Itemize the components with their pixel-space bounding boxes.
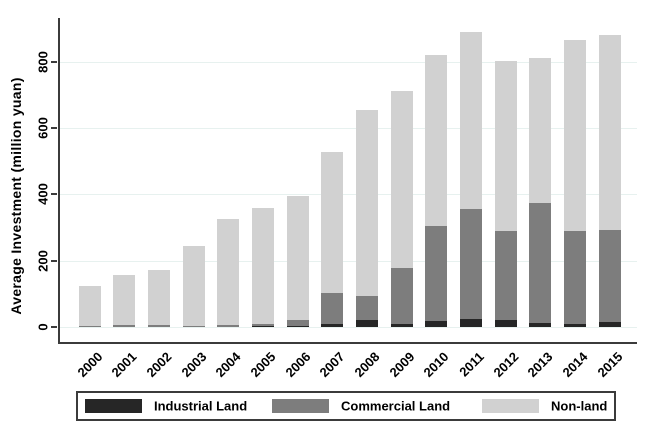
bar-segment-2010-non-land xyxy=(425,54,448,226)
gridline-800 xyxy=(60,61,637,63)
bar-segment-2009-non-land xyxy=(390,90,413,269)
x-tick-label-2008: 2008 xyxy=(351,349,383,381)
bar-segment-2003-non-land xyxy=(182,245,205,326)
bar-segment-2004-non-land xyxy=(217,219,240,325)
y-tick-label-200: 200 xyxy=(35,249,51,272)
bar-segment-2009-industrial-land xyxy=(390,323,413,327)
gridline-600 xyxy=(60,127,637,129)
legend-swatch-industrial-land xyxy=(85,399,142,413)
bar-segment-2015-industrial-land xyxy=(598,322,621,327)
bar-segment-2008-industrial-land xyxy=(355,320,378,327)
bar-segment-2006-non-land xyxy=(286,195,309,321)
legend-label-non-land: Non-land xyxy=(551,398,608,414)
legend-swatch-commercial-land xyxy=(272,399,329,413)
bar-segment-2002-commercial-land xyxy=(147,325,170,327)
x-tick-label-2009: 2009 xyxy=(386,349,418,381)
x-tick-label-2007: 2007 xyxy=(316,349,348,381)
bar-segment-2005-non-land xyxy=(251,207,274,325)
bar-segment-2001-non-land xyxy=(113,274,136,325)
bar-segment-2004-commercial-land xyxy=(217,325,240,327)
bar-segment-2011-non-land xyxy=(459,32,482,210)
x-tick-label-2002: 2002 xyxy=(143,349,175,381)
bar-segment-2008-non-land xyxy=(355,109,378,296)
y-tick-mark-200 xyxy=(51,259,57,262)
bar-segment-2012-industrial-land xyxy=(494,319,517,327)
bar-segment-2001-commercial-land xyxy=(113,325,136,327)
bar-segment-2014-non-land xyxy=(563,39,586,231)
x-tick-label-2015: 2015 xyxy=(594,349,626,381)
bar-segment-2000-commercial-land xyxy=(78,326,101,327)
legend-swatch-non-land xyxy=(482,399,539,413)
bar-segment-2009-commercial-land xyxy=(390,268,413,324)
gridline-400 xyxy=(60,194,637,196)
bar-segment-2008-commercial-land xyxy=(355,295,378,321)
bar-segment-2012-non-land xyxy=(494,60,517,231)
bar-segment-2010-commercial-land xyxy=(425,225,448,321)
bar-segment-2005-commercial-land xyxy=(251,324,274,327)
y-tick-label-600: 600 xyxy=(35,117,51,139)
gridline-200 xyxy=(60,260,637,262)
bar-segment-2007-non-land xyxy=(321,151,344,294)
bar-segment-2002-non-land xyxy=(147,269,170,325)
x-tick-label-2014: 2014 xyxy=(559,349,591,381)
bar-segment-2005-industrial-land xyxy=(251,326,274,328)
y-tick-mark-600 xyxy=(51,126,57,129)
bar-segment-2010-industrial-land xyxy=(425,321,448,327)
y-axis-title: Average Investment (million yuan) xyxy=(8,77,24,315)
plot-area xyxy=(58,18,637,344)
x-tick-label-2003: 2003 xyxy=(178,349,210,381)
y-tick-mark-0 xyxy=(51,326,57,328)
bar-segment-2003-commercial-land xyxy=(182,326,205,327)
bar-segment-2015-non-land xyxy=(598,34,621,230)
y-tick-label-0: 0 xyxy=(35,323,51,331)
bar-segment-2013-non-land xyxy=(529,58,552,203)
bar-segment-2014-commercial-land xyxy=(563,230,586,324)
x-tick-label-2006: 2006 xyxy=(282,349,314,381)
bar-segment-2012-commercial-land xyxy=(494,230,517,320)
bar-segment-2007-industrial-land xyxy=(321,323,344,327)
bar-segment-2011-industrial-land xyxy=(459,318,482,327)
bar-segment-2011-commercial-land xyxy=(459,209,482,319)
y-tick-label-400: 400 xyxy=(35,183,51,206)
legend-label-commercial-land: Commercial Land xyxy=(341,398,451,414)
y-tick-mark-800 xyxy=(51,60,57,63)
x-tick-label-2010: 2010 xyxy=(420,349,452,381)
bar-segment-2000-non-land xyxy=(78,285,101,326)
x-tick-label-2005: 2005 xyxy=(247,349,279,381)
y-tick-label-800: 800 xyxy=(35,50,51,73)
x-tick-label-2013: 2013 xyxy=(524,349,556,381)
bar-segment-2006-industrial-land xyxy=(286,326,309,327)
y-tick-mark-400 xyxy=(51,193,57,196)
bar-segment-2015-commercial-land xyxy=(598,229,621,322)
x-tick-label-2000: 2000 xyxy=(74,349,106,381)
x-tick-label-2012: 2012 xyxy=(490,349,522,381)
gridline-0 xyxy=(60,327,637,328)
bar-segment-2007-commercial-land xyxy=(321,293,344,324)
legend: Industrial Land Commercial Land Non-land xyxy=(76,391,616,421)
x-tick-label-2004: 2004 xyxy=(212,349,244,381)
bar-segment-2013-industrial-land xyxy=(529,322,552,327)
bar-segment-2013-commercial-land xyxy=(529,202,552,323)
x-tick-label-2011: 2011 xyxy=(455,349,487,380)
bar-segment-2014-industrial-land xyxy=(563,324,586,327)
legend-label-industrial-land: Industrial Land xyxy=(154,398,248,414)
bar-segment-2006-commercial-land xyxy=(286,320,309,326)
x-tick-label-2001: 2001 xyxy=(108,349,140,381)
